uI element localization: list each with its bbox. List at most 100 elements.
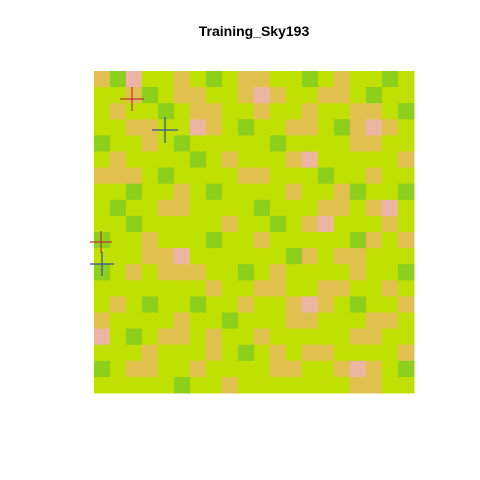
heat-cell: [286, 376, 303, 394]
heat-cell: [126, 71, 143, 88]
heat-cell: [270, 360, 287, 378]
heat-cell: [350, 215, 367, 233]
heat-cell: [270, 280, 287, 297]
heat-cell: [286, 167, 303, 185]
heat-cell: [254, 151, 271, 169]
heat-cell: [222, 376, 239, 394]
heat-cell: [158, 151, 175, 169]
heat-cell: [254, 264, 271, 281]
heat-cell: [350, 296, 367, 313]
heat-cell: [302, 312, 319, 330]
heat-cell: [238, 183, 255, 201]
heat-cell: [126, 167, 143, 185]
heat-cell: [382, 376, 399, 394]
heat-cell: [286, 71, 303, 88]
heat-cell: [366, 119, 383, 136]
heat-cell: [206, 232, 223, 249]
heat-cell: [206, 71, 223, 88]
heat-cell: [158, 87, 175, 104]
heat-cell: [382, 103, 399, 120]
heat-cell: [206, 328, 223, 346]
heat-cell: [94, 135, 111, 152]
heat-cell: [126, 151, 143, 169]
heat-cell: [254, 135, 271, 152]
heat-cell: [94, 344, 111, 362]
heat-cell: [334, 199, 351, 217]
heat-cell: [94, 376, 111, 394]
heat-cell: [334, 248, 351, 265]
heat-cell: [398, 232, 415, 249]
heat-cell: [366, 215, 383, 233]
heat-cell: [190, 71, 207, 88]
heat-cell: [174, 135, 191, 152]
heat-cell: [238, 87, 255, 104]
heat-cell: [190, 376, 207, 394]
heat-cell: [366, 264, 383, 281]
heat-cell: [286, 280, 303, 297]
heat-cell: [286, 312, 303, 330]
heat-cell: [318, 264, 335, 281]
heat-cell: [126, 183, 143, 201]
heat-cell: [110, 103, 127, 120]
heat-cell: [398, 199, 415, 217]
heat-cell: [206, 183, 223, 201]
heat-cell: [222, 119, 239, 136]
heat-cell: [222, 264, 239, 281]
heat-cell: [398, 328, 415, 346]
heat-cell: [398, 71, 415, 88]
heat-cell: [94, 87, 111, 104]
heat-cell: [302, 280, 319, 297]
heat-cell: [398, 312, 415, 330]
heat-cell: [398, 360, 415, 378]
heat-cell: [270, 232, 287, 249]
heat-cell: [158, 103, 175, 120]
heat-cell: [110, 248, 127, 265]
heat-cell: [126, 328, 143, 346]
heat-cell: [238, 312, 255, 330]
heat-cell: [94, 215, 111, 233]
heat-cell: [318, 280, 335, 297]
heat-cell: [398, 183, 415, 201]
heat-cell: [270, 167, 287, 185]
heat-cell: [238, 135, 255, 152]
heat-cell: [238, 264, 255, 281]
heat-cell: [158, 344, 175, 362]
heat-cell: [334, 328, 351, 346]
heat-cell: [366, 135, 383, 152]
heat-cell: [222, 344, 239, 362]
chart-title: Training_Sky193: [199, 23, 310, 39]
heat-cell: [366, 151, 383, 169]
heat-cell: [222, 71, 239, 88]
heat-cell: [398, 376, 415, 394]
heat-cell: [142, 183, 159, 201]
heat-cell: [94, 167, 111, 185]
heat-cell: [110, 280, 127, 297]
heat-cell: [142, 280, 159, 297]
heat-cell: [126, 119, 143, 136]
heat-cell: [334, 119, 351, 136]
heat-cell: [238, 151, 255, 169]
heat-cell: [350, 328, 367, 346]
heat-cell: [174, 103, 191, 120]
heat-cell: [366, 87, 383, 104]
heat-cell: [318, 296, 335, 313]
heat-cell: [286, 328, 303, 346]
heat-cell: [270, 376, 287, 394]
heat-cell: [302, 103, 319, 120]
heat-cell: [222, 103, 239, 120]
heat-cell: [302, 296, 319, 313]
heat-cell: [238, 248, 255, 265]
heat-cell: [286, 248, 303, 265]
heat-cell: [110, 71, 127, 88]
heat-cell: [286, 135, 303, 152]
heat-cell: [398, 296, 415, 313]
heat-cell: [190, 264, 207, 281]
heat-cell: [142, 119, 159, 136]
heat-cell: [302, 167, 319, 185]
heat-cell: [382, 71, 399, 88]
heat-cell: [110, 360, 127, 378]
heat-cell: [270, 296, 287, 313]
heat-cell: [206, 167, 223, 185]
heat-cell: [126, 312, 143, 330]
heat-cell: [382, 119, 399, 136]
